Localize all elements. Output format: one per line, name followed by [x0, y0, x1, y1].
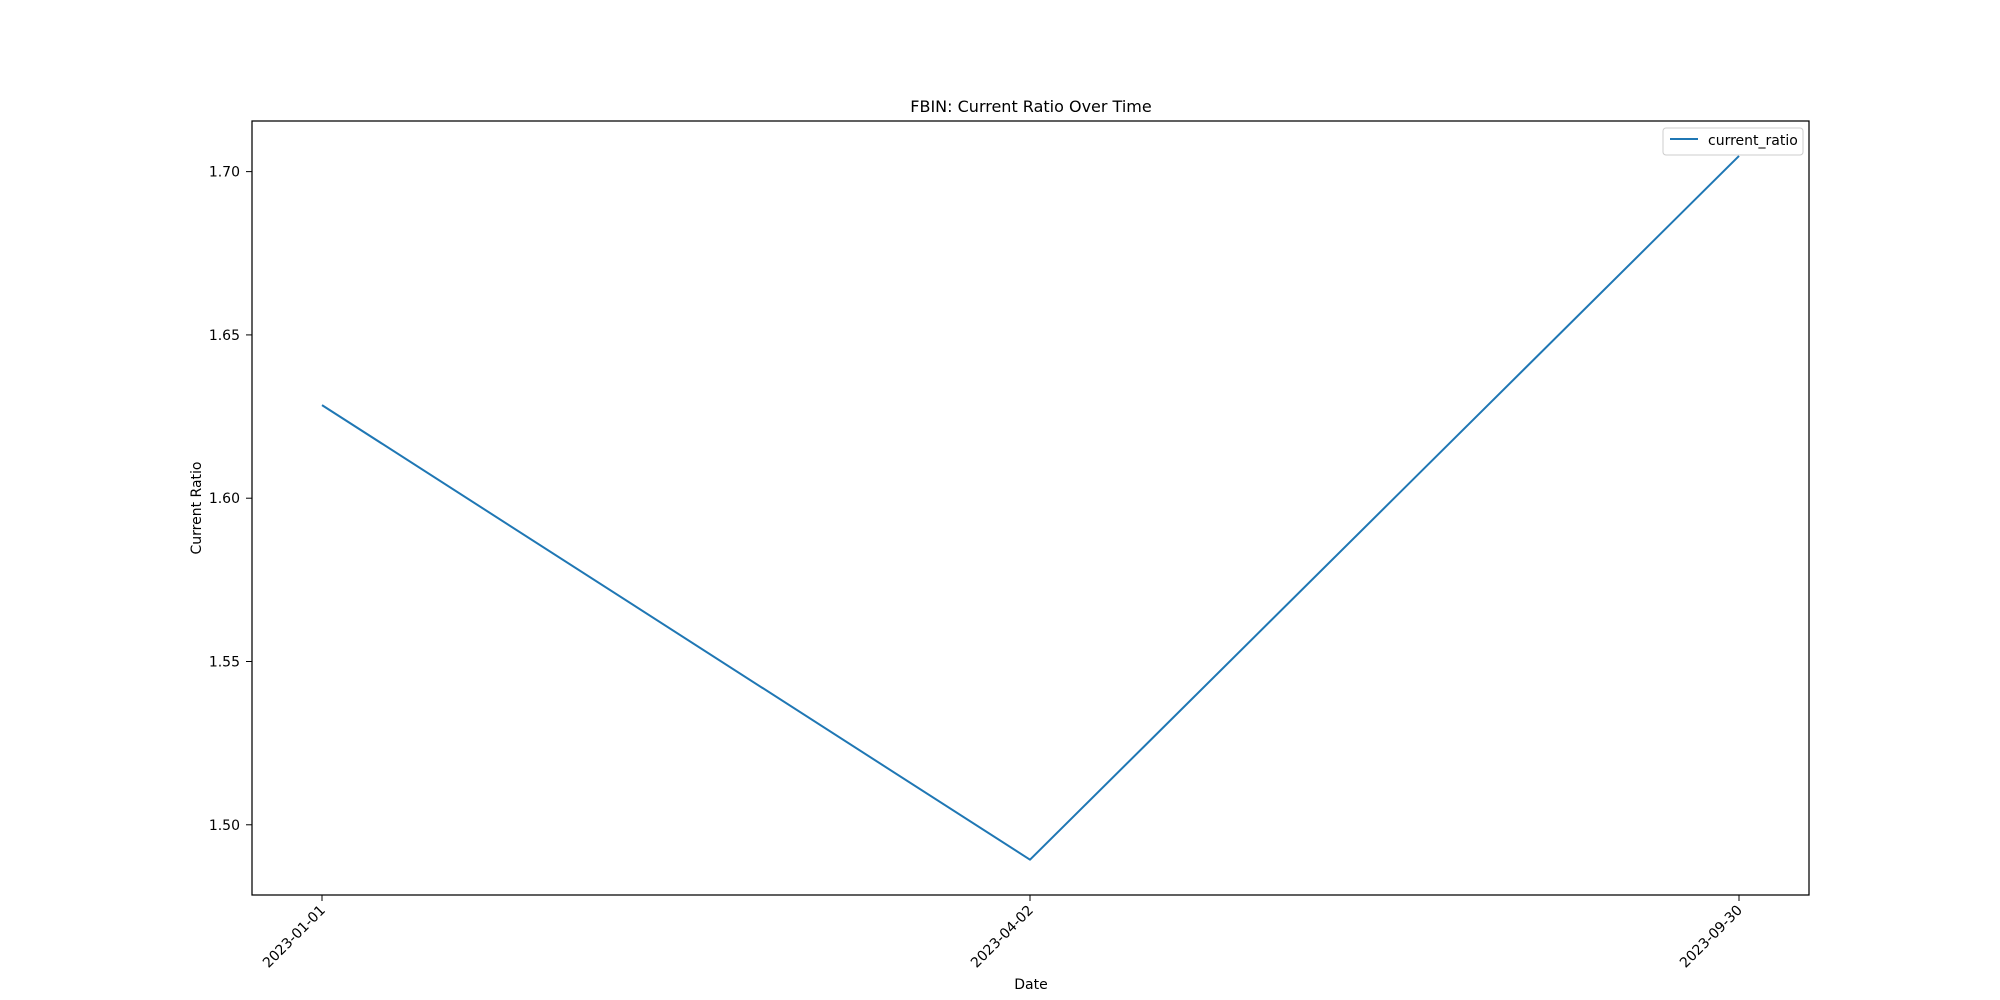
- plot-area: 1.50 1.55 1.60 1.65 1.70 2023-01-01 2023-04-0…: [209, 120, 1810, 971]
- series-layer: [321, 155, 1740, 861]
- plot-frame: [251, 120, 1810, 896]
- legend-label: current_ratio: [1708, 133, 1798, 149]
- y-axis-label: Current Ratio: [189, 462, 205, 555]
- chart-title: FBIN: Current Ratio Over Time: [910, 97, 1151, 116]
- y-tick-label: 1.60: [209, 491, 240, 507]
- y-tick-label: 1.65: [209, 328, 240, 344]
- series-line-current_ratio: [321, 155, 1740, 861]
- x-tick-label: 2023-04-02: [968, 903, 1037, 972]
- x-tick-label: 2023-09-30: [1677, 903, 1746, 972]
- y-tick-label: 1.55: [209, 654, 240, 670]
- y-tick-label: 1.50: [209, 818, 240, 834]
- y-axis: 1.50 1.55 1.60 1.65 1.70: [209, 165, 252, 834]
- x-axis-label: Date: [1014, 977, 1047, 993]
- legend-frame: [1662, 127, 1804, 156]
- y-tick-label: 1.70: [209, 165, 240, 181]
- legend: current_ratio: [1662, 127, 1804, 156]
- x-axis: 2023-01-01 2023-04-02 2023-09-30: [260, 895, 1746, 971]
- x-tick-label: 2023-01-01: [260, 903, 329, 972]
